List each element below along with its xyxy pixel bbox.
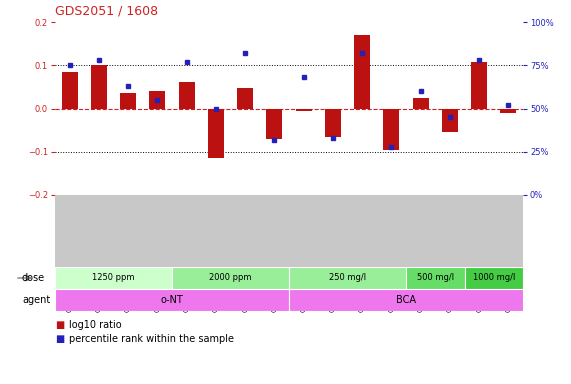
Text: 1250 ppm: 1250 ppm: [93, 273, 135, 283]
Bar: [266, 109, 283, 139]
Bar: [172, 267, 289, 289]
Bar: [179, 82, 195, 109]
Bar: [464, 267, 523, 289]
Text: 500 mg/l: 500 mg/l: [417, 273, 454, 283]
Text: log10 ratio: log10 ratio: [69, 320, 122, 330]
Bar: [354, 35, 370, 109]
Bar: [442, 109, 458, 132]
Bar: [289, 289, 523, 311]
Bar: [150, 91, 166, 109]
Text: BCA: BCA: [396, 295, 416, 305]
Bar: [383, 109, 400, 150]
Text: agent: agent: [22, 295, 50, 305]
Text: GDS2051 / 1608: GDS2051 / 1608: [55, 5, 158, 18]
Bar: [296, 109, 312, 111]
Text: ■: ■: [55, 320, 65, 330]
Bar: [413, 98, 429, 109]
Bar: [406, 267, 464, 289]
Bar: [289, 267, 406, 289]
Bar: [91, 65, 107, 109]
Bar: [237, 88, 253, 109]
Bar: [120, 93, 136, 109]
Text: 1000 mg/l: 1000 mg/l: [473, 273, 515, 283]
Bar: [325, 109, 341, 137]
Bar: [62, 72, 78, 109]
Bar: [471, 62, 487, 109]
Text: o-NT: o-NT: [160, 295, 183, 305]
Text: 250 mg/l: 250 mg/l: [329, 273, 366, 283]
Text: ■: ■: [55, 334, 65, 344]
Bar: [500, 109, 516, 113]
Bar: [208, 109, 224, 158]
Bar: [55, 267, 172, 289]
Text: 2000 ppm: 2000 ppm: [209, 273, 252, 283]
Text: percentile rank within the sample: percentile rank within the sample: [69, 334, 234, 344]
Text: dose: dose: [22, 273, 45, 283]
Bar: [55, 289, 289, 311]
